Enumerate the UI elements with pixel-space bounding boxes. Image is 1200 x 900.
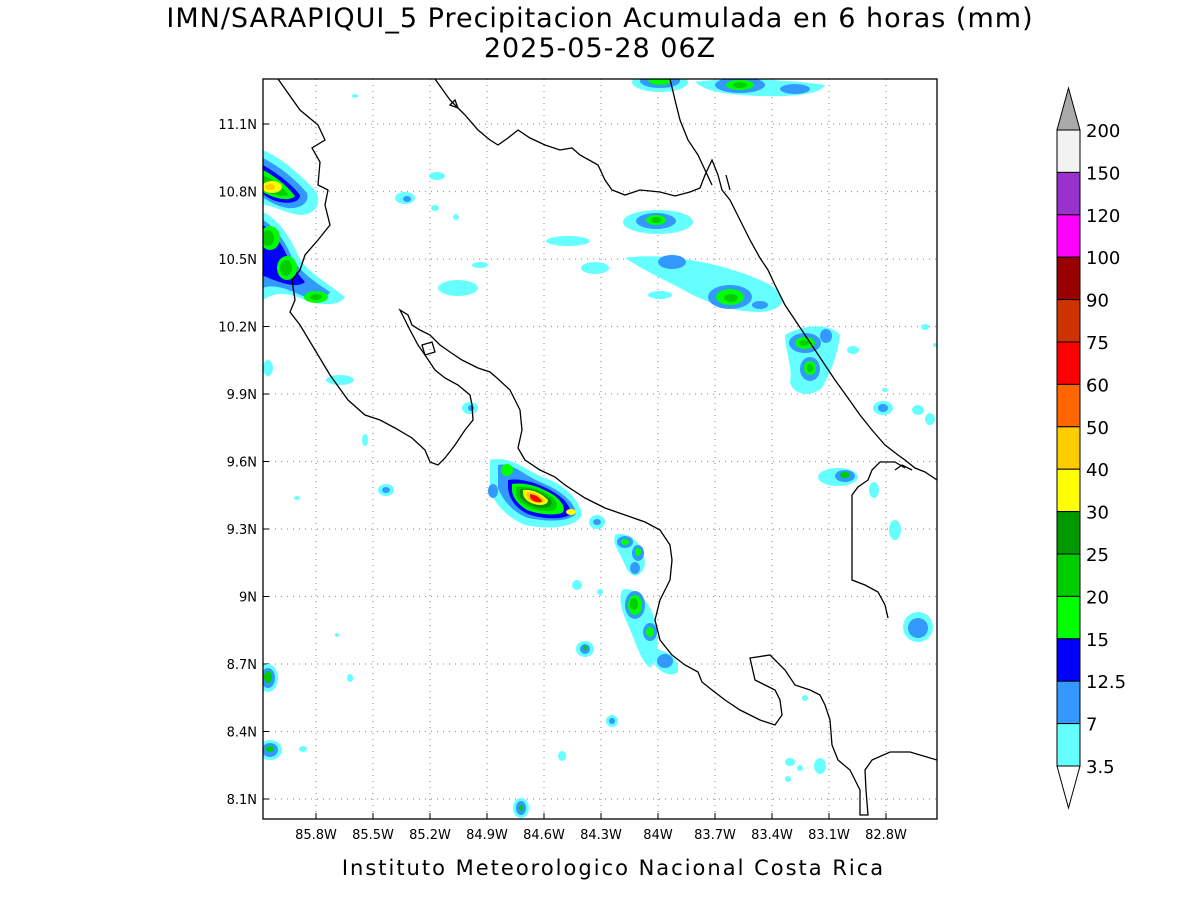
precip-cell xyxy=(263,664,826,782)
map-title: IMN/SARAPIQUI_5 Precipitacion Acumulada … xyxy=(166,3,1034,34)
colorbar-segment xyxy=(1056,341,1081,385)
lat-label: 8.4N xyxy=(227,726,257,741)
lon-label: 84.6W xyxy=(523,828,565,843)
lat-label: 9.3N xyxy=(227,523,257,538)
colorbar-top-arrow xyxy=(1056,86,1081,131)
colorbar-label: 200 xyxy=(1086,121,1120,142)
lat-label: 8.7N xyxy=(227,658,257,673)
longitude-labels: 85.8W 85.5W 85.2W 84.9W 84.6W 84.3W 84W 83.7W 83… xyxy=(295,828,907,843)
lon-label: 83.4W xyxy=(751,828,793,843)
colorbar-segment xyxy=(1056,468,1081,513)
colorbar-label: 40 xyxy=(1086,460,1109,481)
map-grid xyxy=(263,79,937,819)
precip-cell xyxy=(785,324,937,642)
latitude-labels: 11.1N 10.8N 10.5N 10.2N 9.9N 9.6N 9.3N 9N 8.7N 8.… xyxy=(218,118,257,808)
lat-label: 9.9N xyxy=(227,388,257,403)
colorbar-segment xyxy=(1056,553,1081,597)
colorbar-label: 30 xyxy=(1086,503,1109,524)
precip-cell xyxy=(263,212,345,305)
colorbar-segment xyxy=(1056,383,1081,428)
colorbar-label: 60 xyxy=(1086,375,1109,396)
credit-text: Instituto Meteorologico Nacional Costa R… xyxy=(341,856,886,880)
lon-label: 85.5W xyxy=(352,828,394,843)
colorbar-segment xyxy=(1056,256,1081,301)
colorbar-label: 12.5 xyxy=(1086,672,1126,693)
colorbar-label: 20 xyxy=(1086,587,1109,608)
colorbar-segment xyxy=(1056,299,1081,343)
colorbar-segment xyxy=(1056,426,1081,470)
lat-label: 9N xyxy=(239,591,257,606)
colorbar-labels: 200 150 120 100 90 75 60 50 40 30 25 20 15 12.5 7 3.5 xyxy=(1086,121,1126,778)
colorbar-label: 3.5 xyxy=(1086,757,1115,778)
lat-label: 8.1N xyxy=(227,793,257,808)
precip-cell xyxy=(294,402,679,818)
precip-cell xyxy=(623,210,783,312)
lon-label: 83.1W xyxy=(808,828,850,843)
colorbar-segment xyxy=(1056,638,1081,682)
lon-label: 84W xyxy=(643,828,673,843)
precip-cell xyxy=(263,150,319,215)
map-datetime: 2025-05-28 06Z xyxy=(483,33,717,64)
colorbar-label: 15 xyxy=(1086,630,1109,651)
lon-label: 84.9W xyxy=(466,828,508,843)
colorbar-segment xyxy=(1056,723,1081,767)
colorbar-label: 75 xyxy=(1086,333,1109,354)
colorbar-label: 25 xyxy=(1086,545,1109,566)
precip-cell xyxy=(263,94,672,446)
lat-label: 9.6N xyxy=(227,456,257,471)
lon-label: 85.8W xyxy=(295,828,337,843)
lat-label: 10.5N xyxy=(218,253,257,268)
colorbar-label: 120 xyxy=(1086,206,1120,227)
colorbar-segment xyxy=(1056,595,1081,640)
lon-label: 84.3W xyxy=(580,828,622,843)
colorbar-label: 50 xyxy=(1086,418,1109,439)
coastline-borders xyxy=(277,79,937,816)
lat-label: 10.2N xyxy=(218,321,257,336)
colorbar-segment xyxy=(1056,680,1081,725)
colorbar-label: 90 xyxy=(1086,291,1109,312)
lon-label: 82.8W xyxy=(865,828,907,843)
colorbar-segment xyxy=(1056,214,1081,258)
lon-label: 85.2W xyxy=(409,828,451,843)
lat-label: 11.1N xyxy=(218,118,257,133)
map-frame xyxy=(262,78,938,820)
colorbar-label: 150 xyxy=(1086,163,1120,184)
lon-label: 83.7W xyxy=(694,828,736,843)
precip-cell xyxy=(488,459,582,528)
precip-cell xyxy=(632,79,825,97)
colorbar-bottom-arrow xyxy=(1056,765,1081,810)
colorbar xyxy=(1056,86,1081,810)
lat-label: 10.8N xyxy=(218,186,257,201)
precipitation-fields xyxy=(263,79,937,818)
colorbar-segment xyxy=(1056,129,1081,173)
colorbar-segment xyxy=(1056,171,1081,216)
colorbar-label: 100 xyxy=(1086,248,1120,269)
colorbar-label: 7 xyxy=(1086,715,1097,736)
colorbar-segment xyxy=(1056,511,1081,555)
